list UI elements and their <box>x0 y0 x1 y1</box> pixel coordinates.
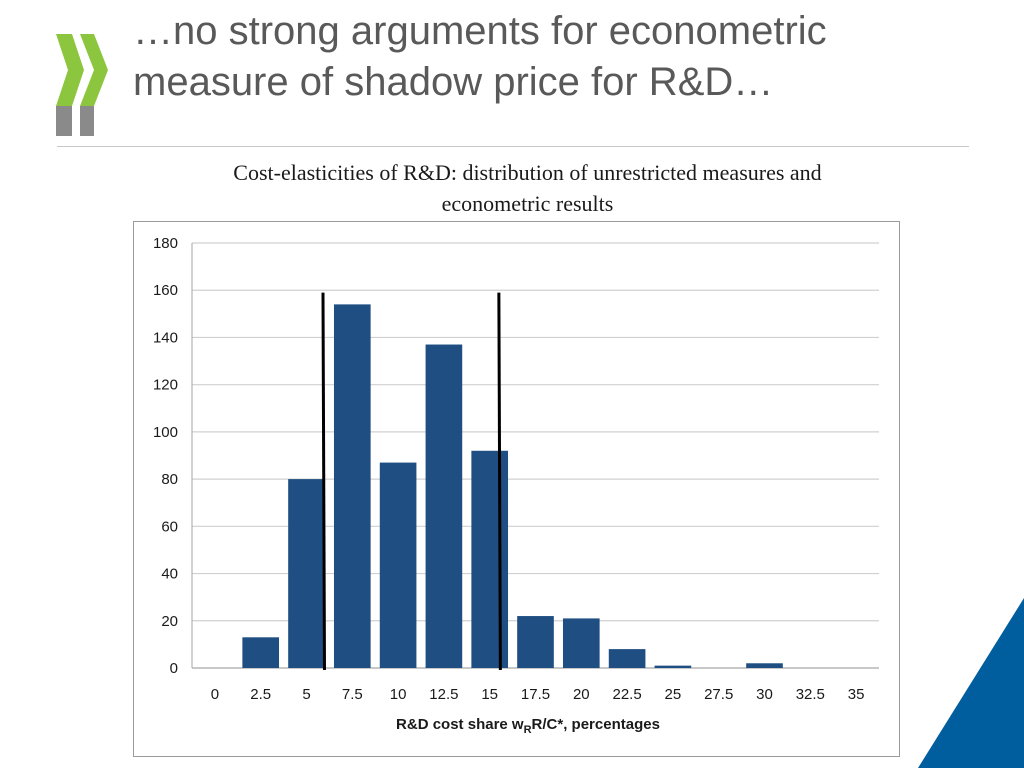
x-tick-label: 2.5 <box>250 686 271 703</box>
y-tick-label: 120 <box>153 377 178 394</box>
chart-caption: Cost-elasticities of R&D: distribution o… <box>120 157 935 219</box>
chart-caption-line-2: econometric results <box>441 191 614 216</box>
logo-green-chevron-left <box>56 34 84 106</box>
y-tick-label: 20 <box>161 613 178 630</box>
histogram-bar <box>288 479 325 668</box>
x-tick-label: 15 <box>481 686 498 703</box>
y-tick-label: 100 <box>153 424 178 441</box>
x-tick-label: 0 <box>211 686 219 703</box>
x-tick-label: 10 <box>390 686 407 703</box>
histogram-bar <box>379 462 417 668</box>
y-tick-label: 80 <box>161 471 178 488</box>
x-tick-label: 12.5 <box>429 686 458 703</box>
x-tick-label: 20 <box>573 686 590 703</box>
histogram-bar <box>746 663 783 668</box>
y-tick-label: 60 <box>161 518 178 535</box>
title-divider <box>57 146 969 147</box>
reference-line-layer <box>321 292 502 671</box>
y-tick-label: 140 <box>153 329 178 346</box>
slide-title-line-2: measure of shadow price for R&D… <box>133 60 774 104</box>
chart-caption-line-1: Cost-elasticities of R&D: distribution o… <box>233 160 822 185</box>
histogram-bar <box>517 616 554 668</box>
histogram-bar <box>333 304 371 668</box>
x-tick-label: 35 <box>848 686 865 703</box>
logo-gray-chevron-right <box>80 106 94 136</box>
x-tick-label: 22.5 <box>612 686 641 703</box>
x-tick-label: 7.5 <box>342 686 363 703</box>
histogram-chart: 0 20 40 60 80 100 120 140 160 180 0 2.5 5 7.5 10 12.5 1… <box>153 235 879 736</box>
x-tick-label: 5 <box>302 686 310 703</box>
bar-layer <box>242 304 783 668</box>
x-axis-title-main: R&D cost share w <box>396 716 524 733</box>
x-tick-label: 27.5 <box>704 686 733 703</box>
histogram-bar <box>562 618 600 668</box>
slide-title: …no strong arguments for econometric mea… <box>133 6 993 108</box>
x-tick-label: 25 <box>665 686 682 703</box>
reference-line <box>321 292 326 671</box>
histogram-bar <box>425 344 463 668</box>
slide-title-line-1: …no strong arguments for econometric <box>133 9 827 53</box>
x-tick-label-layer: 0 2.5 5 7.5 10 12.5 15 17.5 20 22.5 25 27.5 30 32.5 35 <box>211 686 865 703</box>
oecd-logo <box>56 34 108 136</box>
histogram-bar <box>471 450 509 668</box>
x-axis-title-rest: R/C*, percentages <box>532 716 660 733</box>
logo-gray-chevron-left <box>56 106 72 136</box>
x-axis-title-subscript: R <box>524 724 532 736</box>
histogram-bar <box>242 637 280 668</box>
corner-blue-triangle <box>918 598 1024 768</box>
x-axis-title: R&D cost share wRR/C*, percentages <box>396 716 660 736</box>
logo-green-chevron-right <box>80 34 108 106</box>
chart-frame: 0 20 40 60 80 100 120 140 160 180 0 2.5 5 7.5 10 12.5 1… <box>133 221 900 757</box>
reference-line <box>497 292 502 671</box>
y-tick-label: 40 <box>161 566 178 583</box>
y-tick-label: 180 <box>153 235 178 252</box>
y-tick-label: 160 <box>153 282 178 299</box>
x-tick-label: 30 <box>756 686 773 703</box>
y-tick-label-layer: 0 20 40 60 80 100 120 140 160 180 <box>153 235 178 677</box>
y-tick-label: 0 <box>170 660 178 677</box>
histogram-bar <box>654 665 692 668</box>
x-tick-label: 32.5 <box>796 686 825 703</box>
x-tick-label: 17.5 <box>521 686 550 703</box>
histogram-bar <box>608 649 646 668</box>
